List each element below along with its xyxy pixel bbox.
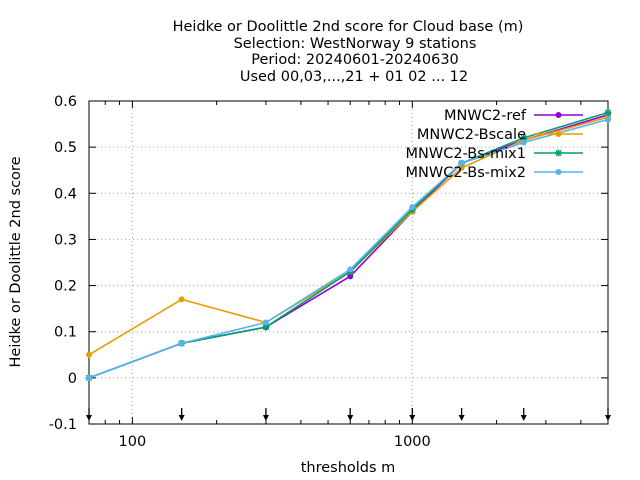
data-point-stroke <box>262 323 270 331</box>
data-point <box>409 204 416 211</box>
data-point-stroke <box>604 109 612 116</box>
data-point-stroke <box>520 134 527 142</box>
data-point <box>520 139 527 146</box>
title-line-1: Heidke or Doolittle 2nd score for Cloud … <box>173 19 524 35</box>
y-axis-label: Heidke or Doolittle 2nd score <box>8 156 24 367</box>
data-point <box>347 273 354 280</box>
y-tick-label: 0.5 <box>54 140 77 156</box>
y-tick-label: 0.2 <box>54 279 77 295</box>
threshold-arrow <box>605 408 611 421</box>
title-line-2: Selection: WestNorway 9 stations <box>234 36 477 52</box>
y-tick-label: -0.1 <box>49 417 77 433</box>
data-point <box>605 116 611 123</box>
threshold-arrow <box>520 408 527 421</box>
threshold-arrow-head <box>86 415 92 421</box>
legend-entry: MNWC2-Bs-mix1 <box>406 146 583 162</box>
data-point <box>555 112 562 118</box>
threshold-arrow-head <box>178 415 185 421</box>
legend-entry: MNWC2-Bs-mix2 <box>406 165 583 181</box>
data-point <box>555 149 562 157</box>
data-series <box>85 109 612 382</box>
threshold-arrow-head <box>409 415 416 421</box>
legend-label: MNWC2-ref <box>444 108 527 124</box>
title-line-3: Period: 20240601-20240630 <box>251 52 459 68</box>
series-mnwc2-bs-mix1 <box>85 109 612 382</box>
threshold-arrow <box>458 408 465 421</box>
x-tick-label: 1000 <box>394 434 431 450</box>
data-point <box>86 374 92 381</box>
series-line <box>88 111 609 379</box>
series-mnwc2-bs-mix2 <box>86 116 611 381</box>
threshold-arrow-head <box>347 415 354 421</box>
y-tick-label: 0.4 <box>54 186 77 202</box>
data-point <box>458 160 465 167</box>
y-tick-label: 0 <box>68 371 77 387</box>
legend-entry: MNWC2-ref <box>444 108 583 124</box>
y-tick-label: 0.1 <box>54 325 77 341</box>
series-mnwc2-bscale <box>86 114 611 358</box>
data-point-stroke <box>555 149 562 157</box>
data-point <box>178 296 185 303</box>
x-tick-label: 100 <box>119 434 147 450</box>
data-point <box>262 319 269 326</box>
chart-title: Heidke or Doolittle 2nd score for Cloud … <box>173 19 524 85</box>
threshold-arrow-head <box>520 415 527 421</box>
title-line-4: Used 00,03,...,21 + 01 02 ... 12 <box>240 69 468 85</box>
series-line <box>88 114 609 379</box>
data-point <box>178 340 185 347</box>
series-mnwc2-ref <box>86 111 611 381</box>
data-point <box>555 169 562 175</box>
threshold-arrow <box>262 408 269 421</box>
data-point <box>86 351 92 358</box>
threshold-arrow <box>86 408 92 421</box>
series-line <box>88 118 609 379</box>
data-point <box>347 266 354 273</box>
threshold-arrow-head <box>458 415 465 421</box>
legend-label: MNWC2-Bs-mix2 <box>406 165 526 181</box>
legend-entry: MNWC2-Bscale <box>417 127 583 143</box>
legend-label: MNWC2-Bs-mix1 <box>406 146 526 162</box>
threshold-arrow-head <box>262 415 269 421</box>
y-tick-label: 0.6 <box>54 94 77 110</box>
x-axis-label: thresholds m <box>301 460 396 476</box>
data-point <box>458 164 465 171</box>
threshold-arrow <box>409 408 416 421</box>
grid-lines <box>89 101 608 424</box>
plot-frame <box>88 100 609 425</box>
legend: MNWC2-ref MNWC2-Bscale MNWC2-Bs-mix1 MNWC2-… <box>406 108 583 181</box>
threshold-arrow-head <box>605 415 611 421</box>
data-point <box>604 109 612 117</box>
y-tick-label: 0.3 <box>54 232 77 248</box>
threshold-arrow <box>178 408 185 421</box>
legend-label: MNWC2-Bscale <box>417 127 526 143</box>
axes: -0.1 0 0.1 0.2 0.3 0.4 0.5 0.6 100 1000 <box>49 94 611 450</box>
data-point <box>555 131 562 137</box>
threshold-arrow <box>347 408 354 421</box>
series-line <box>88 116 609 356</box>
